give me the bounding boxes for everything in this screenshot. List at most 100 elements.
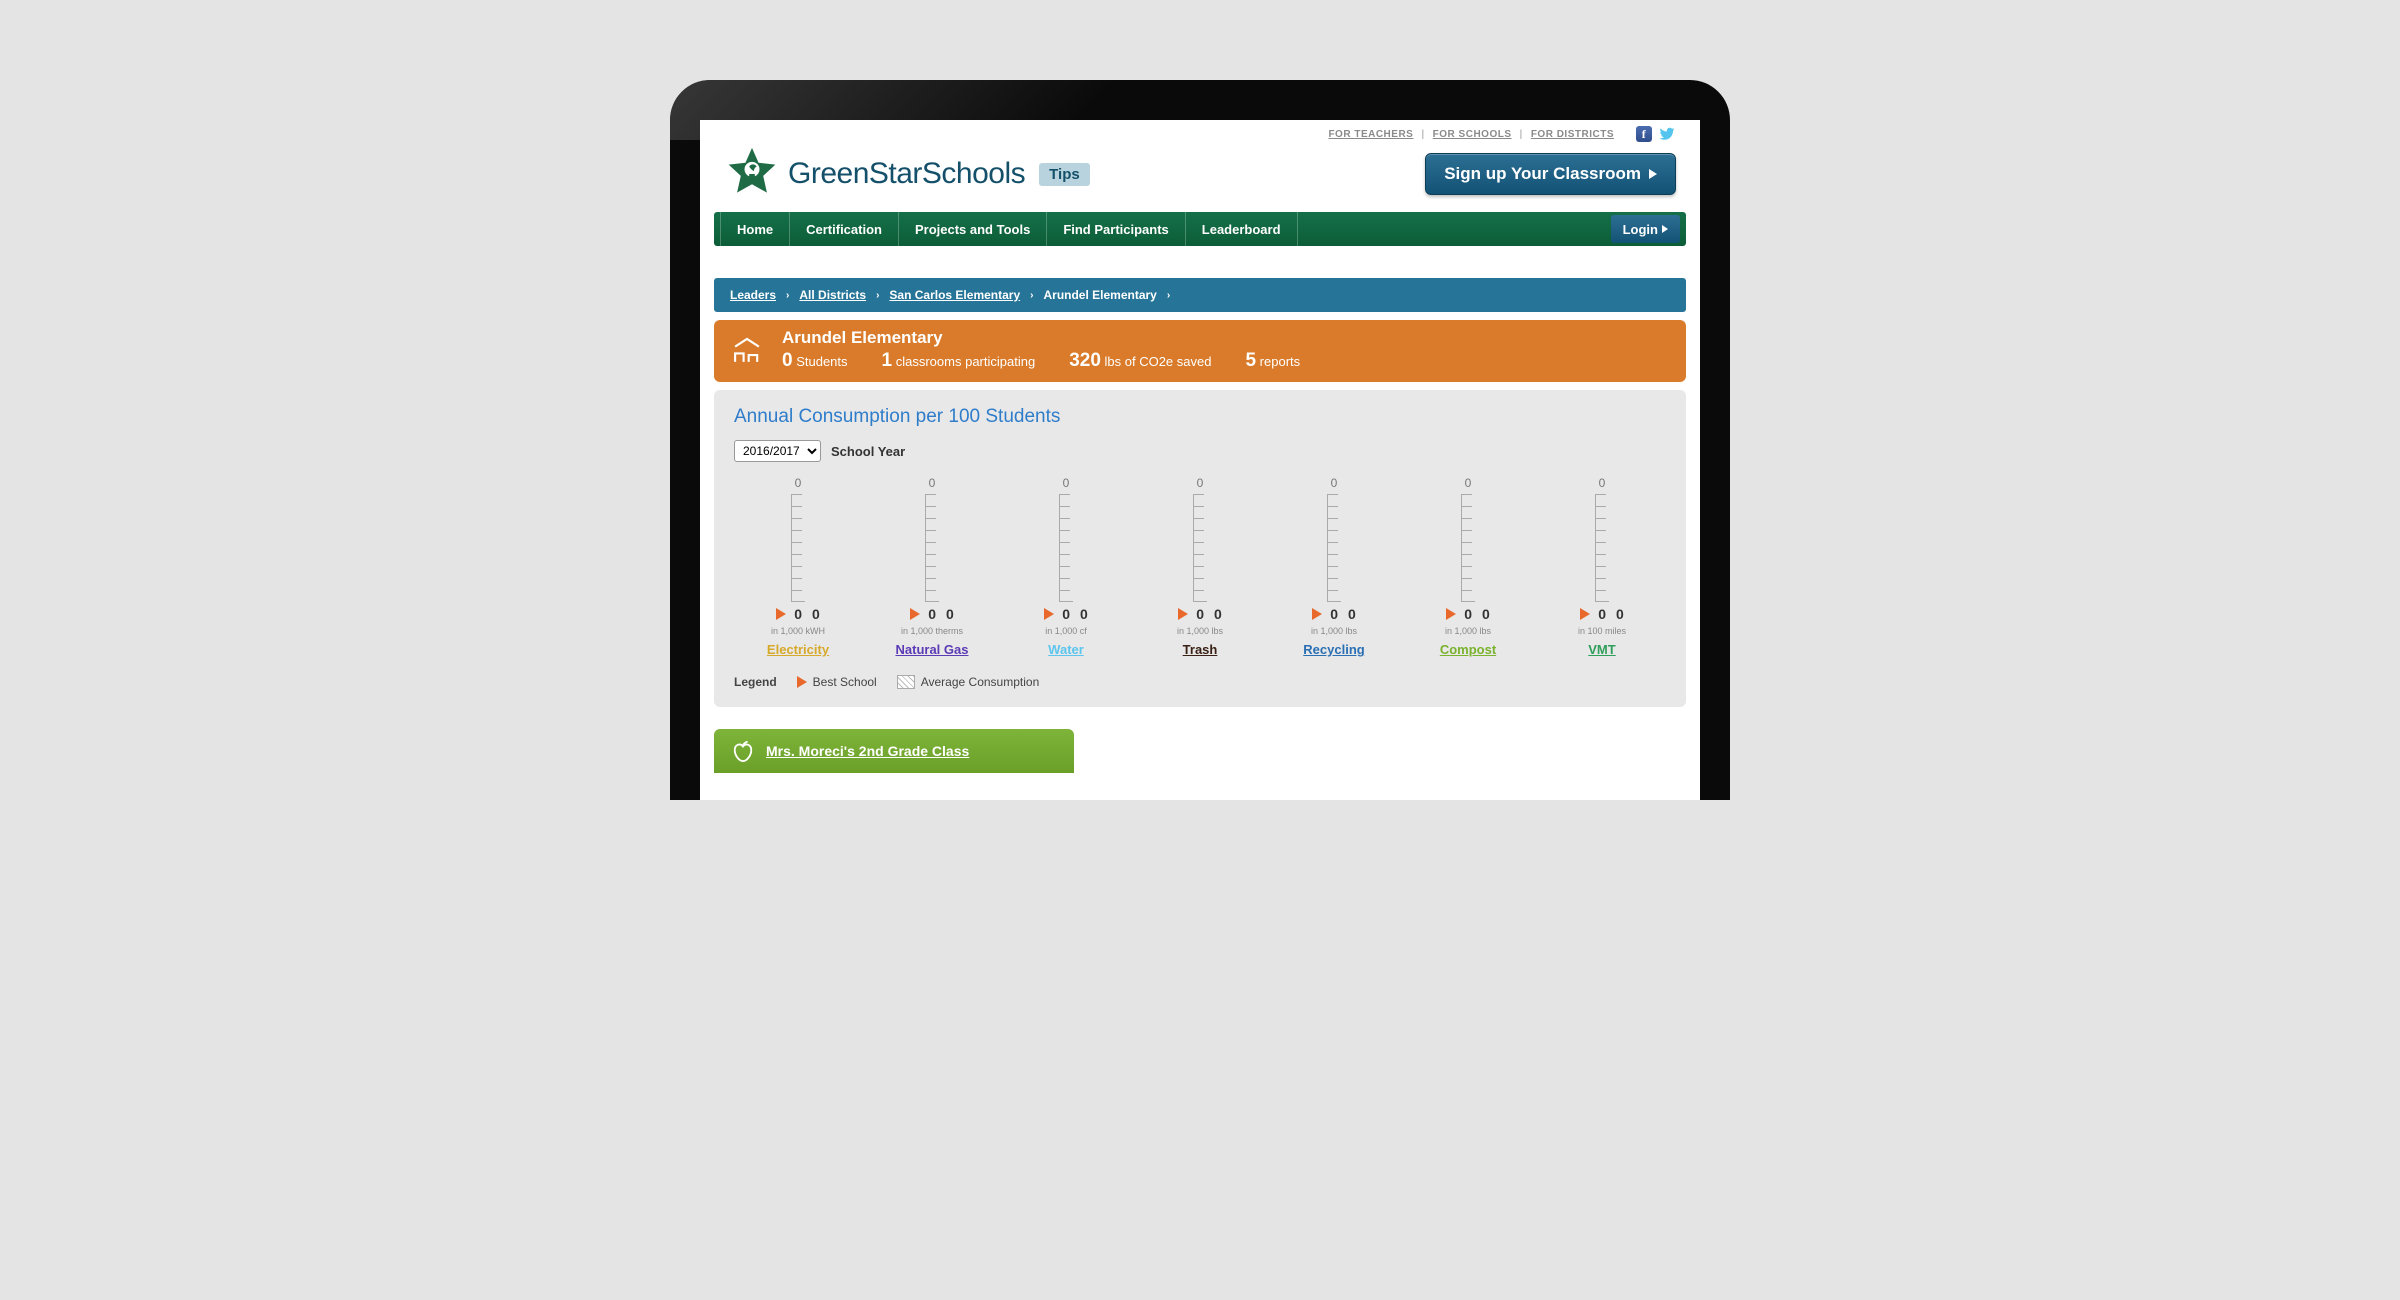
gauge-values-row: 00 — [910, 606, 954, 622]
main-nav: Home Certification Projects and Tools Fi… — [714, 212, 1686, 246]
school-icon — [730, 333, 764, 367]
gauge-link[interactable]: Compost — [1440, 642, 1496, 657]
twitter-icon[interactable] — [1658, 126, 1676, 142]
gauge-row: 000in 1,000 kWHElectricity000in 1,000 th… — [734, 476, 1666, 657]
gauge-values-row: 00 — [776, 606, 820, 622]
separator: | — [1520, 129, 1523, 140]
gauge-link[interactable]: VMT — [1588, 642, 1615, 657]
class-bar[interactable]: Mrs. Moreci's 2nd Grade Class — [714, 729, 1074, 773]
class-link[interactable]: Mrs. Moreci's 2nd Grade Class — [766, 743, 969, 759]
gauge-values-row: 00 — [1044, 606, 1088, 622]
chevron-icon: › — [1030, 290, 1033, 301]
link-for-districts[interactable]: FOR DISTRICTS — [1531, 129, 1614, 140]
utility-bar: FOR TEACHERS | FOR SCHOOLS | FOR DISTRIC… — [700, 120, 1700, 142]
gauge-scale — [1193, 494, 1207, 602]
breadcrumb-leaders[interactable]: Leaders — [730, 288, 776, 302]
nav-items: Home Certification Projects and Tools Fi… — [714, 212, 1298, 246]
device-frame: FOR TEACHERS | FOR SCHOOLS | FOR DISTRIC… — [670, 80, 1730, 800]
header: GreenStarSchools Tips Sign up Your Class… — [700, 142, 1700, 212]
consumption-chart-panel: Annual Consumption per 100 Students 2016… — [714, 390, 1686, 707]
page-screen: FOR TEACHERS | FOR SCHOOLS | FOR DISTRIC… — [700, 120, 1700, 800]
gauge-water: 000in 1,000 cfWater — [1006, 476, 1126, 657]
breadcrumb-current: Arundel Elementary — [1043, 288, 1156, 302]
chevron-icon: › — [1167, 290, 1170, 301]
best-school-marker-icon — [776, 608, 786, 620]
logo-block[interactable]: GreenStarSchools Tips — [724, 146, 1090, 202]
login-button[interactable]: Login — [1611, 215, 1680, 243]
legend-best-school: Best School — [797, 675, 877, 689]
best-school-marker-icon — [1312, 608, 1322, 620]
nav-home[interactable]: Home — [720, 212, 790, 246]
gauge-top-value: 0 — [1197, 476, 1204, 490]
gauge-scale — [1595, 494, 1609, 602]
gauge-values: 00 — [1464, 606, 1490, 622]
link-for-teachers[interactable]: FOR TEACHERS — [1328, 129, 1413, 140]
breadcrumb-elementary[interactable]: San Carlos Elementary — [889, 288, 1020, 302]
gauge-values: 00 — [1330, 606, 1356, 622]
gauge-natural-gas: 000in 1,000 thermsNatural Gas — [872, 476, 992, 657]
gauge-link[interactable]: Electricity — [767, 642, 829, 657]
legend-avg-consumption: Average Consumption — [897, 675, 1040, 689]
gauge-top-value: 0 — [795, 476, 802, 490]
chevron-right-icon — [1662, 225, 1668, 233]
gauge-values: 00 — [1598, 606, 1624, 622]
chevron-icon: › — [876, 290, 879, 301]
facebook-icon[interactable]: f — [1636, 126, 1652, 142]
gauge-scale — [791, 494, 805, 602]
gauge-electricity: 000in 1,000 kWHElectricity — [738, 476, 858, 657]
signup-label: Sign up Your Classroom — [1444, 164, 1641, 184]
school-year-select[interactable]: 2016/2017 — [734, 440, 821, 462]
gauge-scale — [1059, 494, 1073, 602]
apple-icon — [732, 739, 754, 763]
legend-best-label: Best School — [813, 675, 877, 689]
chevron-right-icon — [1649, 169, 1657, 179]
link-for-schools[interactable]: FOR SCHOOLS — [1433, 129, 1512, 140]
stat-co2: 320 lbs of CO2e saved — [1069, 350, 1211, 372]
stat-reports: 5 reports — [1245, 350, 1300, 372]
gauge-unit: in 100 miles — [1542, 626, 1662, 636]
gauge-values: 00 — [794, 606, 820, 622]
gauge-link[interactable]: Water — [1048, 642, 1084, 657]
nav-certification[interactable]: Certification — [790, 212, 899, 246]
gauge-link[interactable]: Recycling — [1303, 642, 1364, 657]
gauge-vmt: 000in 100 milesVMT — [1542, 476, 1662, 657]
brand-name: GreenStarSchools — [788, 157, 1025, 191]
social-icons: f — [1636, 126, 1676, 142]
school-name: Arundel Elementary — [782, 328, 1670, 348]
tips-badge[interactable]: Tips — [1039, 163, 1090, 186]
best-school-marker-icon — [1044, 608, 1054, 620]
nav-projects-tools[interactable]: Projects and Tools — [899, 212, 1047, 246]
gauge-values: 00 — [1062, 606, 1088, 622]
avg-hatch-icon — [897, 675, 915, 689]
signup-classroom-button[interactable]: Sign up Your Classroom — [1425, 153, 1676, 195]
best-school-marker-icon — [797, 676, 807, 688]
breadcrumb: Leaders › All Districts › San Carlos Ele… — [714, 278, 1686, 312]
school-stats-bar: Arundel Elementary 0 Students 1 classroo… — [714, 320, 1686, 382]
nav-leaderboard[interactable]: Leaderboard — [1186, 212, 1298, 246]
gauge-values-row: 00 — [1178, 606, 1222, 622]
legend-label: Legend — [734, 675, 777, 689]
gauge-values: 00 — [1196, 606, 1222, 622]
gauge-unit: in 1,000 cf — [1006, 626, 1126, 636]
nav-find-participants[interactable]: Find Participants — [1047, 212, 1185, 246]
gauge-compost: 000in 1,000 lbsCompost — [1408, 476, 1528, 657]
gauge-unit: in 1,000 kWH — [738, 626, 858, 636]
gauge-link[interactable]: Natural Gas — [896, 642, 969, 657]
best-school-marker-icon — [1580, 608, 1590, 620]
gauge-scale — [1327, 494, 1341, 602]
gauge-link[interactable]: Trash — [1183, 642, 1218, 657]
stats-row: 0 Students 1 classrooms participating 32… — [782, 350, 1670, 372]
breadcrumb-districts[interactable]: All Districts — [799, 288, 866, 302]
gauge-top-value: 0 — [1331, 476, 1338, 490]
gauge-recycling: 000in 1,000 lbsRecycling — [1274, 476, 1394, 657]
star-logo-icon — [724, 146, 780, 202]
gauge-values-row: 00 — [1446, 606, 1490, 622]
gauge-top-value: 0 — [1465, 476, 1472, 490]
stats-main: Arundel Elementary 0 Students 1 classroo… — [782, 328, 1670, 372]
login-label: Login — [1623, 222, 1658, 237]
gauge-top-value: 0 — [1063, 476, 1070, 490]
gauge-unit: in 1,000 lbs — [1140, 626, 1260, 636]
legend: Legend Best School Average Consumption — [734, 675, 1666, 689]
stat-students: 0 Students — [782, 350, 848, 372]
chevron-icon: › — [786, 290, 789, 301]
